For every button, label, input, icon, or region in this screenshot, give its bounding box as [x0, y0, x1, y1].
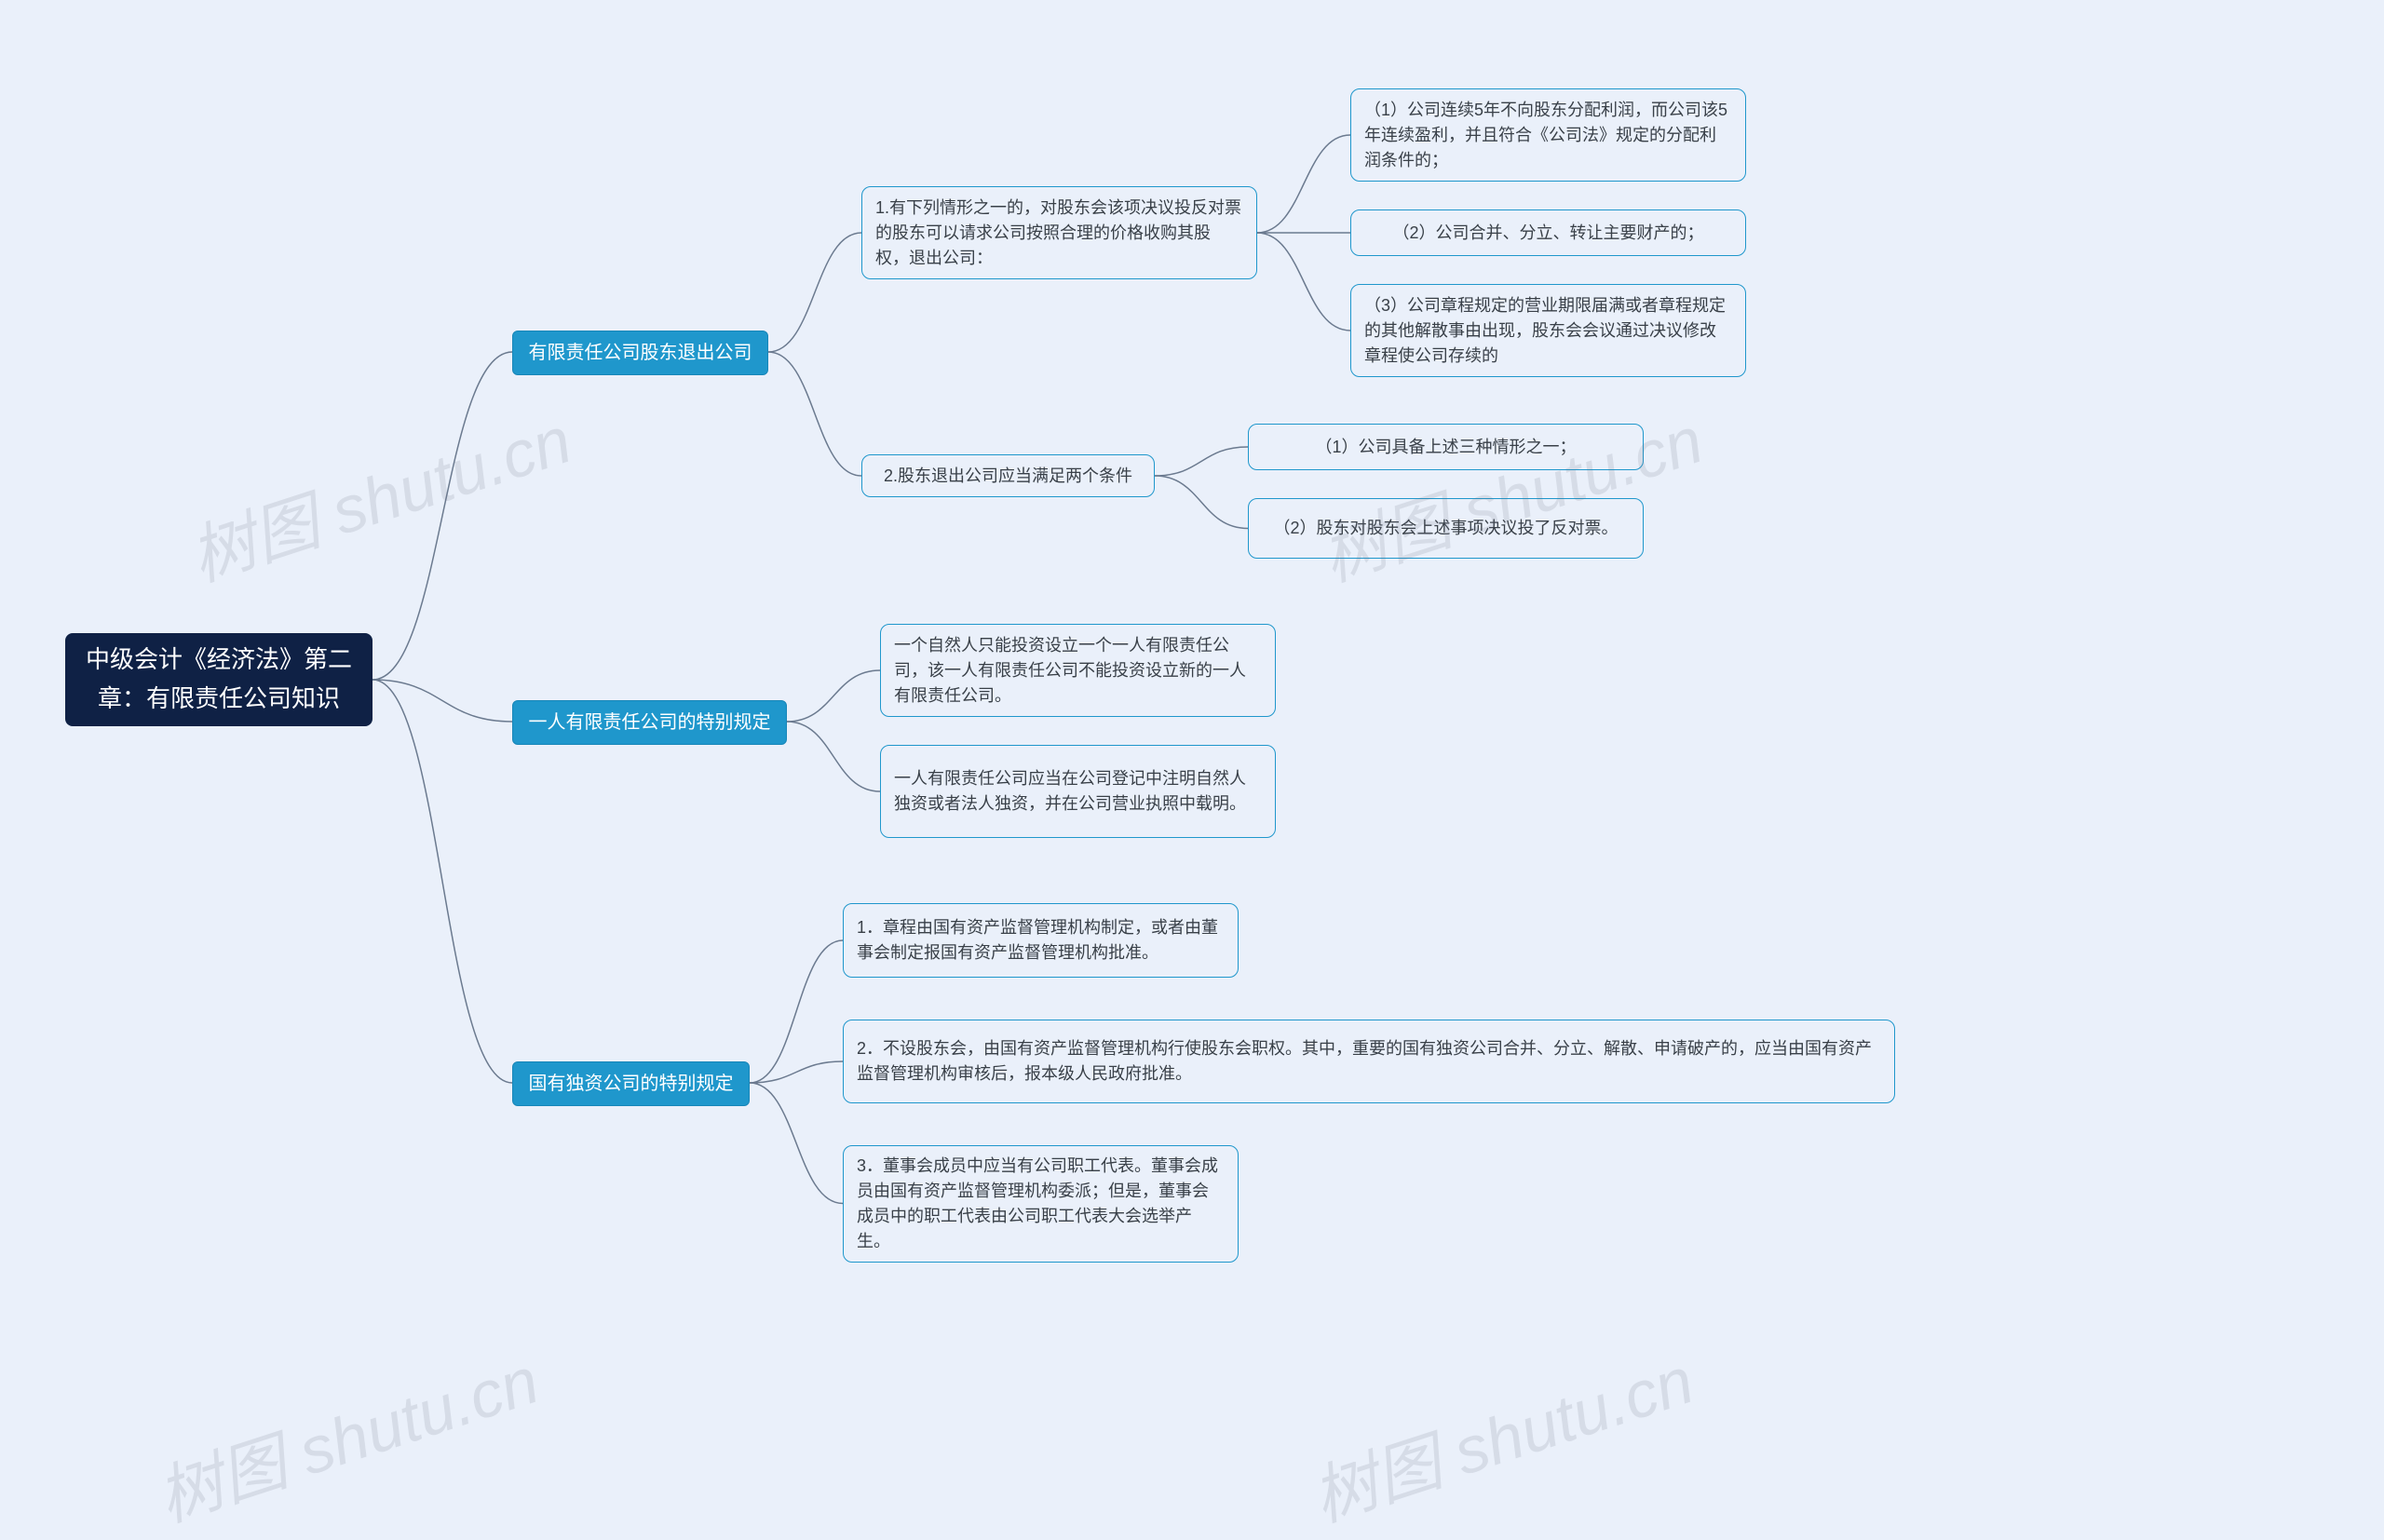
branch-state-owned[interactable]: 国有独资公司的特别规定	[512, 1061, 750, 1106]
leaf-b1c2a[interactable]: （1）公司具备上述三种情形之一；	[1248, 424, 1644, 470]
watermark: 树图 shutu.cn	[177, 388, 582, 600]
watermark: 树图 shutu.cn	[1299, 1329, 1704, 1540]
leaf-b1c2[interactable]: 2.股东退出公司应当满足两个条件	[861, 454, 1155, 497]
leaf-text: 2．不设股东会，由国有资产监督管理机构行使股东会职权。其中，重要的国有独资公司合…	[857, 1036, 1881, 1087]
branch-one-person-llc[interactable]: 一人有限责任公司的特别规定	[512, 700, 787, 745]
leaf-text: 一人有限责任公司应当在公司登记中注明自然人独资或者法人独资，并在公司营业执照中载…	[894, 766, 1262, 817]
branch-label: 国有独资公司的特别规定	[529, 1070, 734, 1098]
branch-shareholder-exit[interactable]: 有限责任公司股东退出公司	[512, 331, 768, 375]
branch-label: 一人有限责任公司的特别规定	[529, 709, 771, 736]
leaf-b1c2b[interactable]: （2）股东对股东会上述事项决议投了反对票。	[1248, 498, 1644, 559]
leaf-b3c3[interactable]: 3．董事会成员中应当有公司职工代表。董事会成员由国有资产监督管理机构委派；但是，…	[843, 1145, 1239, 1263]
leaf-text: 2.股东退出公司应当满足两个条件	[884, 464, 1132, 489]
leaf-b1c1c[interactable]: （3）公司章程规定的营业期限届满或者章程规定的其他解散事由出现，股东会会议通过决…	[1350, 284, 1746, 377]
leaf-b2c2[interactable]: 一人有限责任公司应当在公司登记中注明自然人独资或者法人独资，并在公司营业执照中载…	[880, 745, 1276, 838]
root-label: 中级会计《经济法》第二章：有限责任公司知识	[78, 641, 359, 718]
leaf-text: （1）公司具备上述三种情形之一；	[1315, 435, 1576, 460]
leaf-text: （2）公司合并、分立、转让主要财产的；	[1392, 221, 1703, 246]
watermark: 树图 shutu.cn	[1308, 388, 1714, 600]
leaf-text: （2）股东对股东会上述事项决议投了反对票。	[1273, 516, 1618, 541]
leaf-text: （3）公司章程规定的营业期限届满或者章程规定的其他解散事由出现，股东会会议通过决…	[1364, 293, 1732, 369]
leaf-text: 3．董事会成员中应当有公司职工代表。董事会成员由国有资产监督管理机构委派；但是，…	[857, 1154, 1225, 1254]
leaf-text: 一个自然人只能投资设立一个一人有限责任公司，该一人有限责任公司不能投资设立新的一…	[894, 633, 1262, 709]
leaf-b1c1b[interactable]: （2）公司合并、分立、转让主要财产的；	[1350, 209, 1746, 256]
leaf-text: 1.有下列情形之一的，对股东会该项决议投反对票的股东可以请求公司按照合理的价格收…	[875, 196, 1243, 271]
leaf-text: （1）公司连续5年不向股东分配利润，而公司该5年连续盈利，并且符合《公司法》规定…	[1364, 98, 1732, 173]
leaf-b3c2[interactable]: 2．不设股东会，由国有资产监督管理机构行使股东会职权。其中，重要的国有独资公司合…	[843, 1020, 1895, 1103]
root-node[interactable]: 中级会计《经济法》第二章：有限责任公司知识	[65, 633, 372, 726]
leaf-b3c1[interactable]: 1．章程由国有资产监督管理机构制定，或者由董事会制定报国有资产监督管理机构批准。	[843, 903, 1239, 978]
leaf-text: 1．章程由国有资产监督管理机构制定，或者由董事会制定报国有资产监督管理机构批准。	[857, 915, 1225, 966]
leaf-b2c1[interactable]: 一个自然人只能投资设立一个一人有限责任公司，该一人有限责任公司不能投资设立新的一…	[880, 624, 1276, 717]
leaf-b1c1a[interactable]: （1）公司连续5年不向股东分配利润，而公司该5年连续盈利，并且符合《公司法》规定…	[1350, 88, 1746, 182]
leaf-b1c1[interactable]: 1.有下列情形之一的，对股东会该项决议投反对票的股东可以请求公司按照合理的价格收…	[861, 186, 1257, 279]
branch-label: 有限责任公司股东退出公司	[529, 339, 752, 367]
watermark: 树图 shutu.cn	[144, 1329, 549, 1540]
